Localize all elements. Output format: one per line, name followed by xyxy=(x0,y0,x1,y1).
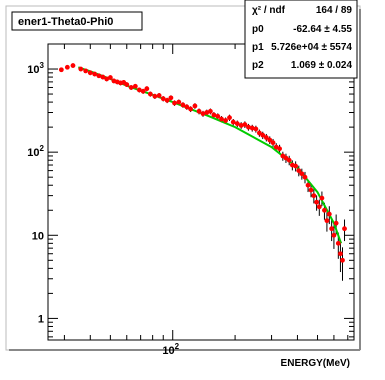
data-points xyxy=(58,63,347,263)
data-point xyxy=(335,240,341,246)
stats-chi2-label: χ² / ndf xyxy=(252,5,286,16)
x-tick-label-base: 10 xyxy=(162,345,174,357)
x-axis-label: ENERGY(MeV) xyxy=(281,358,350,369)
data-point xyxy=(302,174,308,180)
data-point xyxy=(78,66,84,72)
data-point xyxy=(293,163,299,169)
data-point xyxy=(253,126,259,132)
data-point xyxy=(267,137,273,143)
data-point xyxy=(342,226,347,232)
data-point xyxy=(196,108,202,114)
data-point xyxy=(314,199,320,205)
data-point xyxy=(168,95,174,101)
data-point xyxy=(192,103,198,109)
data-point xyxy=(172,100,177,106)
data-point xyxy=(215,113,221,119)
data-point xyxy=(147,91,153,97)
data-point xyxy=(207,108,213,114)
data-point xyxy=(299,171,305,177)
data-point xyxy=(230,119,236,125)
x-tick-label-exp: 2 xyxy=(175,342,180,351)
stats-p2-value: 1.069 ± 0.024 xyxy=(291,60,353,71)
data-point xyxy=(152,93,158,99)
data-point xyxy=(331,232,337,238)
data-point xyxy=(204,110,210,115)
data-point xyxy=(107,75,113,80)
y-tick-label-base: 10 xyxy=(27,64,39,76)
stats-box: χ² / ndf 164 / 89 p0 -62.64 ± 4.55 p1 5.… xyxy=(244,0,358,79)
data-point xyxy=(270,140,276,146)
data-point xyxy=(311,193,317,199)
data-point xyxy=(180,102,186,108)
data-point xyxy=(219,116,224,122)
data-point xyxy=(238,122,244,128)
data-point xyxy=(324,218,330,224)
data-point xyxy=(277,146,282,152)
data-point xyxy=(227,115,232,121)
data-point xyxy=(263,135,269,140)
data-point xyxy=(87,70,93,76)
data-point xyxy=(286,157,292,163)
data-point xyxy=(144,86,150,92)
data-point xyxy=(316,204,322,210)
data-point xyxy=(242,122,248,127)
data-point xyxy=(104,76,110,82)
data-point xyxy=(249,125,255,131)
data-point xyxy=(83,68,89,74)
data-point xyxy=(223,118,229,123)
stats-p1-value: 5.726e+04 ± 5574 xyxy=(271,42,352,53)
data-point xyxy=(64,64,70,70)
data-point xyxy=(176,99,182,105)
title-box xyxy=(11,11,143,31)
y-tick-label: 1 xyxy=(38,313,44,325)
data-point xyxy=(296,168,302,173)
data-point xyxy=(338,251,343,257)
data-point xyxy=(246,124,251,130)
data-point xyxy=(326,211,332,217)
stats-p0-value: -62.64 ± 4.55 xyxy=(293,24,352,35)
y-tick-label-base: 10 xyxy=(27,147,39,159)
data-point xyxy=(136,87,142,93)
data-point xyxy=(211,112,217,118)
stats-p2-label: p2 xyxy=(252,60,264,71)
data-point xyxy=(333,220,339,226)
chart-title: ener1-Theta0-Phi0 xyxy=(18,16,113,28)
data-point xyxy=(58,67,64,73)
data-point xyxy=(124,82,130,87)
data-point xyxy=(329,226,335,232)
data-point xyxy=(160,96,166,102)
data-point xyxy=(92,71,98,77)
data-point xyxy=(132,83,138,89)
x-tick-labels: 102 xyxy=(162,342,179,357)
data-point xyxy=(340,257,345,263)
data-point xyxy=(322,207,327,213)
y-tick-label-exp: 2 xyxy=(40,144,45,153)
y-tick-label: 102 xyxy=(27,144,44,159)
data-point xyxy=(200,111,206,117)
data-point xyxy=(308,187,314,193)
data-point xyxy=(70,63,76,68)
data-point xyxy=(184,104,190,110)
data-point xyxy=(140,88,146,94)
data-point xyxy=(234,121,240,127)
data-point xyxy=(188,106,194,112)
y-tick-label-exp: 3 xyxy=(40,61,45,70)
data-point xyxy=(260,132,266,138)
data-point xyxy=(164,97,170,103)
y-tick-label: 103 xyxy=(27,61,44,76)
data-point xyxy=(96,73,102,79)
data-point xyxy=(319,195,325,201)
stats-p0-label: p0 xyxy=(252,24,264,35)
data-point xyxy=(100,74,106,80)
plot-area xyxy=(47,43,355,341)
y-tick-label: 10 xyxy=(32,230,44,242)
data-point xyxy=(305,182,311,188)
stats-p1-label: p1 xyxy=(252,42,264,53)
stats-chi2-value: 164 / 89 xyxy=(316,5,353,16)
x-tick-label: 102 xyxy=(162,342,179,357)
data-point xyxy=(128,85,134,90)
data-point xyxy=(156,93,162,98)
